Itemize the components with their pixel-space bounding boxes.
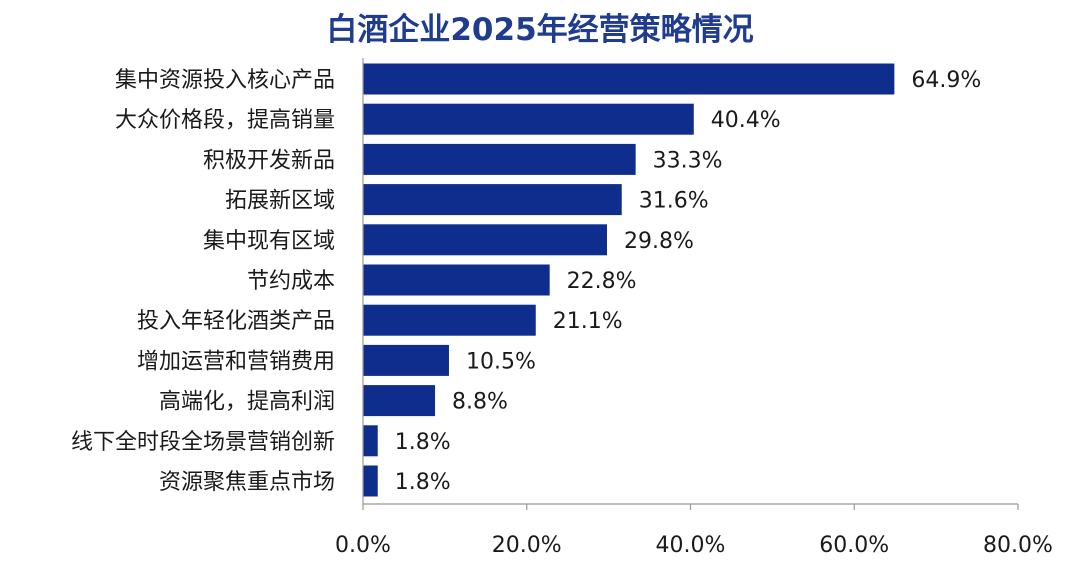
bar <box>363 143 636 175</box>
bars-layer: 集中资源投入核心产品 64.9% 大众价格段，提高销量 40.4% 积极开发新品 33.3… <box>71 63 981 497</box>
data-label: 8.8% <box>452 390 508 415</box>
category-label: 拓展新区域 <box>225 189 335 214</box>
data-label: 1.8% <box>395 470 451 495</box>
data-label: 33.3% <box>653 148 723 173</box>
x-tick-label: 40.0% <box>656 533 726 558</box>
category-label: 增加运营和营销费用 <box>137 349 335 374</box>
category-label: 节约成本 <box>247 269 335 294</box>
bar <box>363 425 378 457</box>
category-label: 投入年轻化酒类产品 <box>137 309 335 334</box>
category-label: 集中现有区域 <box>203 229 335 254</box>
axis-layer: 0.0% 20.0% 40.0% 60.0% 80.0% <box>335 58 1053 558</box>
category-label: 大众价格段，提高销量 <box>115 108 335 133</box>
data-label: 21.1% <box>553 309 623 334</box>
data-label: 40.4% <box>711 108 781 133</box>
category-label: 资源聚焦重点市场 <box>159 470 335 495</box>
bar <box>363 184 622 216</box>
data-label: 31.6% <box>639 189 709 214</box>
x-tick-label: 60.0% <box>819 533 889 558</box>
x-tick-label: 0.0% <box>335 533 391 558</box>
category-label: 集中资源投入核心产品 <box>115 68 335 93</box>
x-tick-label: 20.0% <box>492 533 562 558</box>
category-label: 线下全时段全场景营销创新 <box>71 430 335 455</box>
bar <box>363 385 436 417</box>
data-label: 10.5% <box>466 349 536 374</box>
data-label: 64.9% <box>911 68 981 93</box>
category-label: 高端化，提高利润 <box>159 390 335 415</box>
category-label: 积极开发新品 <box>203 148 335 173</box>
bar <box>363 304 536 336</box>
bar <box>363 224 607 256</box>
bar <box>363 344 449 376</box>
bar <box>363 264 550 296</box>
bar <box>363 103 694 135</box>
x-tick-label: 80.0% <box>983 533 1053 558</box>
data-label: 22.8% <box>567 269 637 294</box>
data-label: 29.8% <box>624 229 694 254</box>
bar <box>363 63 895 95</box>
data-label: 1.8% <box>395 430 451 455</box>
chart-title: 白酒企业2025年经营策略情况 <box>326 12 754 48</box>
bar <box>363 465 378 497</box>
